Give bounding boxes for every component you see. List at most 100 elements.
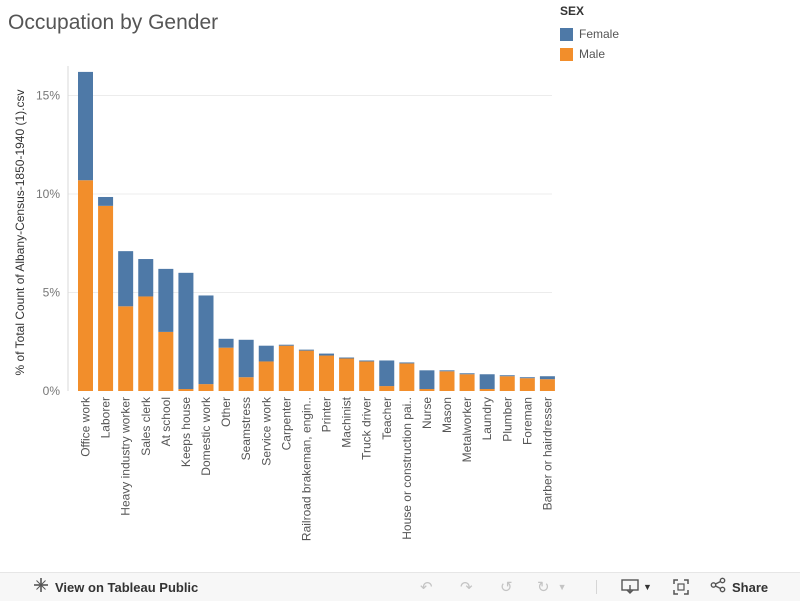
download-icon[interactable]: ▼	[621, 573, 652, 601]
bar-female	[519, 377, 535, 379]
bar-male	[419, 389, 435, 391]
bar-male	[198, 384, 214, 391]
bar-male	[359, 361, 375, 391]
bar-female	[459, 373, 475, 375]
bar-male	[539, 379, 555, 391]
chart-title: Occupation by Gender	[8, 11, 219, 34]
legend-item-female[interactable]: Female	[560, 24, 619, 44]
y-tick-label: 5%	[43, 286, 61, 300]
bar-male	[138, 296, 154, 391]
bar-male	[218, 347, 234, 391]
bar-male	[439, 371, 455, 391]
bar-female	[479, 374, 495, 390]
x-tick-label: Printer	[320, 397, 334, 432]
x-tick-label: House or construction pai..	[400, 397, 414, 540]
share-label: Share	[732, 579, 769, 595]
y-tick-label: 15%	[36, 89, 60, 103]
bar-male	[298, 350, 314, 391]
bar-male	[158, 331, 174, 391]
bar-male	[519, 378, 535, 391]
bar-female	[98, 196, 114, 206]
legend-title: SEX	[560, 4, 585, 18]
x-tick-label: Truck driver	[360, 397, 374, 460]
bar-female	[359, 360, 375, 362]
bar-male	[479, 389, 495, 391]
bar-female	[78, 71, 93, 181]
bar-male	[258, 361, 274, 391]
bar-male	[118, 306, 134, 391]
bar-female	[298, 349, 314, 351]
bar-female	[138, 259, 154, 297]
bar-female	[539, 376, 555, 380]
x-tick-label: Other	[219, 397, 233, 427]
legend-item-male[interactable]: Male	[560, 44, 619, 64]
bar-male	[399, 363, 415, 391]
bar-male	[499, 376, 515, 391]
share-icon	[710, 577, 726, 598]
y-axis-title: % of Total Count of Albany-Census-1850-1…	[13, 90, 27, 376]
x-tick-label: Metalworker	[460, 397, 474, 462]
y-tick-label: 0%	[43, 384, 61, 398]
legend: SEX Female Male	[560, 4, 619, 64]
tableau-toolbar: View on Tableau Public ↶ ↷ ↺ ↻ ▼ ▼ Share	[0, 572, 800, 601]
view-on-tableau-public-label: View on Tableau Public	[55, 579, 199, 595]
bar-female	[399, 362, 415, 364]
refresh-icon[interactable]: ↻ ▼	[537, 579, 567, 596]
bar-female	[118, 251, 134, 307]
toolbar-divider	[596, 580, 597, 594]
x-tick-label: Office work	[79, 396, 93, 457]
bar-female	[439, 370, 455, 372]
bar-female	[339, 357, 355, 359]
legend-swatch-female	[560, 27, 573, 41]
bar-female	[419, 370, 435, 390]
bar-male	[339, 358, 355, 391]
view-on-tableau-public-link[interactable]: View on Tableau Public	[33, 573, 198, 601]
y-tick-label: 10%	[36, 187, 60, 201]
legend-label-male: Male	[579, 47, 606, 61]
bar-female	[499, 375, 515, 377]
bar-male	[379, 386, 395, 391]
x-tick-label: Carpenter	[279, 397, 293, 450]
x-tick-label: Domestic work	[199, 396, 213, 476]
x-tick-label: Nurse	[420, 397, 434, 429]
redo-icon[interactable]: ↷	[460, 579, 473, 596]
x-tick-label: Service work	[259, 396, 273, 466]
legend-swatch-male	[560, 47, 573, 61]
bar-female	[379, 360, 395, 387]
tableau-icon	[33, 577, 49, 598]
x-tick-label: Seamstress	[239, 397, 253, 460]
x-tick-label: Heavy industry worker	[119, 397, 133, 516]
x-tick-label: Plumber	[500, 397, 514, 442]
x-tick-label: Machinist	[340, 396, 354, 447]
bar-female	[238, 339, 254, 378]
x-tick-label: Railroad brakeman, engin..	[299, 397, 313, 541]
bar-male	[459, 374, 475, 391]
bar-male	[238, 377, 254, 391]
bar-female	[158, 268, 174, 332]
legend-label-female: Female	[579, 27, 620, 41]
x-tick-label: At school	[159, 397, 173, 446]
x-tick-label: Foreman	[520, 397, 534, 445]
fullscreen-icon[interactable]	[673, 573, 689, 601]
x-tick-label: Keeps house	[179, 397, 193, 467]
bar-female	[319, 353, 334, 356]
undo-icon[interactable]: ↶	[420, 579, 433, 596]
x-tick-label: Teacher	[380, 397, 394, 440]
x-tick-label: Sales clerk	[139, 396, 153, 456]
bar-female	[258, 345, 274, 362]
bar-male	[178, 389, 194, 391]
bar-male	[319, 355, 334, 391]
x-tick-label: Laborer	[99, 397, 113, 438]
revert-icon[interactable]: ↺	[500, 579, 513, 596]
bar-male	[78, 180, 93, 391]
bar-male	[278, 345, 294, 391]
bar-female	[278, 344, 294, 346]
stacked-bar-chart: 0% 5% 10% 15% % of Total Count of Albany-Cen…	[13, 66, 555, 541]
share-button[interactable]: Share	[710, 573, 768, 601]
bar-female	[218, 338, 234, 348]
x-tick-label: Barber or hairdresser	[540, 397, 554, 510]
bar-female	[178, 272, 194, 390]
x-tick-label: Mason	[440, 397, 454, 433]
x-tick-label: Laundry	[480, 397, 494, 440]
bar-male	[98, 205, 114, 391]
